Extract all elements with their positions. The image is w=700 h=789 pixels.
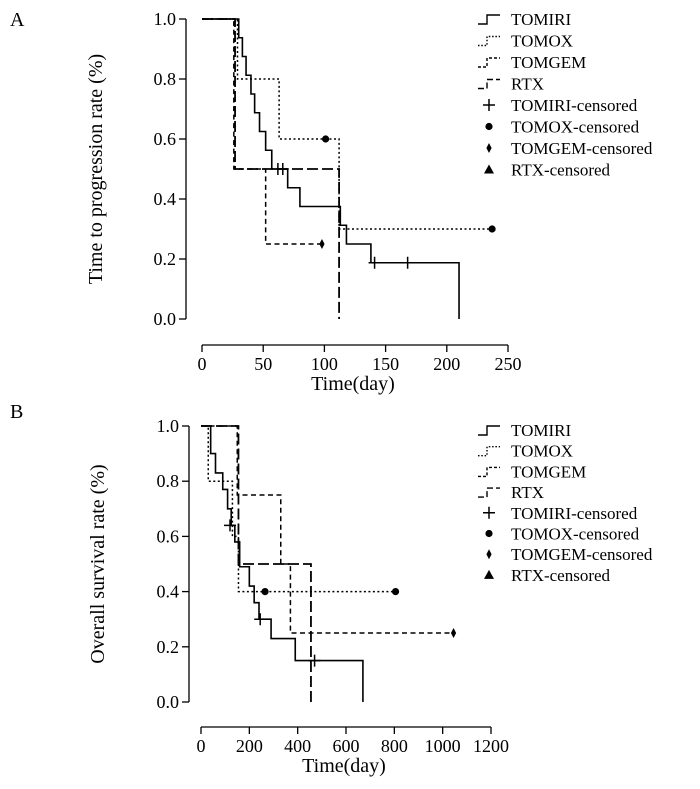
panel-a-legend-label: RTX-censored — [511, 161, 611, 180]
panel-b-legend-label: TOMIRI-censored — [511, 504, 638, 523]
panel-b-y-tick-label: 0.0 — [157, 692, 180, 712]
panel-a-legend-label: TOMIRI-censored — [511, 96, 638, 115]
panel-a-legend-label: TOMIRI — [511, 10, 571, 29]
panel-a-legend-marker-tomgem-censored — [486, 143, 492, 153]
panel-a-censor-mark-tomox — [488, 225, 496, 233]
panel-a-legend-label: RTX — [511, 75, 544, 94]
panel-a-legend: TOMIRI TOMOX TOMGEM RTX TOMIRI-censored TOMOX… — [478, 10, 653, 180]
panel-b-series-tomiri — [201, 425, 364, 702]
panel-b-legend-marker-tomox-censored — [485, 529, 493, 538]
panel-a-legend-swatch-rtx — [478, 78, 500, 90]
panel-a-x-tick-label: 150 — [372, 354, 399, 374]
panel-a-legend-marker-tomiri-censored — [483, 99, 495, 111]
panel-a-legend-label: TOMGEM-censored — [511, 139, 653, 158]
panel-b-series-rtx — [201, 425, 312, 702]
panel-a-y-tick-label: 0.4 — [154, 189, 177, 209]
panel-b-legend-marker-tomgem-censored — [486, 549, 492, 560]
panel-a-letter: A — [10, 9, 25, 31]
panel-a-y-tick-label: 0.0 — [154, 309, 177, 329]
panel-a-x-tick-label: 50 — [254, 354, 272, 374]
panel-b-x-axis-title: Time(day) — [302, 755, 386, 777]
panel-b-censor-mark-tomox — [261, 588, 269, 596]
panel-a-series-tomiri — [202, 18, 460, 319]
panel-a-legend-label: TOMOX — [511, 32, 573, 51]
panel-a-x-tick-label: 100 — [311, 354, 338, 374]
panel-b-y-tick-label: 0.2 — [157, 637, 180, 657]
panel-a-legend-marker-rtx-censored — [484, 164, 494, 174]
panel-b-legend-swatch-tomiri — [478, 425, 500, 436]
panel-b-censor-mark-tomiri — [254, 613, 267, 626]
panel-a-y-tick-label: 0.8 — [154, 69, 177, 89]
panel-b-y-axis-title: Overall survival rate (%) — [87, 464, 109, 663]
panel-a-legend-swatch-tomox — [478, 35, 500, 47]
panel-b: B 0.0 0.2 0.4 0.6 0.8 1.0 0 200 400 600 800 1000 120… — [10, 401, 653, 777]
panel-b-legend-label: TOMGEM — [511, 462, 586, 481]
panel-b-legend-marker-tomiri-censored — [483, 506, 495, 519]
panel-b-legend-swatch-tomox — [478, 446, 500, 457]
panel-b-legend-swatch-tomgem — [478, 466, 500, 478]
panel-a-x-tick-label: 200 — [433, 354, 460, 374]
panel-b-x-tick-label: 200 — [236, 736, 263, 756]
panel-b-legend-marker-rtx-censored — [484, 569, 494, 579]
panel-b-y-tick-label: 1.0 — [157, 416, 180, 436]
panel-b-censor-mark-tomiri — [224, 519, 236, 532]
panel-a-legend-swatch-tomgem — [478, 57, 500, 68]
panel-b-y-tick-label: 0.6 — [157, 526, 180, 546]
panel-a-censor-mark-tomgem — [319, 239, 325, 249]
panel-b-x-tick-label: 0 — [197, 736, 206, 756]
panel-b-x-tick-label: 1000 — [425, 736, 461, 756]
panel-a-y-tick-label: 1.0 — [154, 9, 177, 29]
panel-b-censor-mark-tomgem — [450, 628, 457, 638]
panel-a-x-tick-label: 250 — [495, 354, 522, 374]
panel-a-series-tomox — [202, 18, 493, 230]
panel-b-x-tick-label: 400 — [284, 736, 311, 756]
panel-a-x-axis-title: Time(day) — [311, 373, 395, 395]
panel-a-censor-mark-tomiri — [368, 256, 381, 269]
panel-a-legend-label: TOMGEM — [511, 53, 586, 72]
panel-b-legend-swatch-rtx — [478, 487, 500, 498]
panel-a-censor-mark-tomox — [322, 135, 330, 143]
panel-b-series-tomox — [201, 425, 396, 593]
panel-a-censor-mark-tomiri — [401, 256, 414, 269]
panel-a-legend-swatch-tomiri — [478, 14, 500, 25]
panel-b-legend-label: TOMOX-censored — [511, 525, 640, 544]
panel-b-legend-label: TOMGEM-censored — [511, 545, 653, 564]
panel-b-legend-label: TOMOX — [511, 442, 573, 461]
panel-b-letter: B — [10, 401, 23, 423]
panel-b-legend-label: RTX-censored — [511, 566, 611, 585]
panel-a-legend-marker-tomox-censored — [485, 122, 493, 131]
panel-b-x-tick-label: 800 — [381, 736, 408, 756]
panel-a-legend-label: TOMOX-censored — [511, 118, 640, 137]
panel-a: A 0.0 0.2 0.4 0.6 0.8 1.0 0 50 100 150 200 250 Time(… — [10, 9, 653, 395]
panel-b-x-tick-label: 1200 — [473, 736, 509, 756]
panel-b-y-tick-label: 0.8 — [157, 471, 180, 491]
panel-a-plot-area: 0.0 0.2 0.4 0.6 0.8 1.0 0 50 100 150 200 250 Time(da… — [85, 9, 522, 395]
panel-a-series-rtx — [202, 18, 340, 319]
panel-a-y-axis-title: Time to progression rate (%) — [85, 54, 107, 284]
panel-b-y-tick-label: 0.4 — [157, 582, 180, 602]
panel-b-censor-mark-tomox — [391, 588, 400, 596]
panel-a-x-tick-label: 0 — [198, 354, 207, 374]
panel-b-plot-area: 0.0 0.2 0.4 0.6 0.8 1.0 0 200 400 600 800 1000 1200 T… — [87, 416, 509, 777]
panel-b-legend-label: RTX — [511, 483, 544, 502]
panel-b-censor-mark-tomiri — [308, 654, 321, 667]
panel-b-x-tick-label: 600 — [333, 736, 360, 756]
panel-a-y-tick-label: 0.2 — [154, 249, 177, 269]
panel-b-series-tomgem — [201, 425, 454, 634]
panel-a-censor-mark-tomiri — [276, 163, 289, 175]
panel-b-legend-label: TOMIRI — [511, 421, 571, 440]
panel-a-y-tick-label: 0.6 — [154, 129, 177, 149]
